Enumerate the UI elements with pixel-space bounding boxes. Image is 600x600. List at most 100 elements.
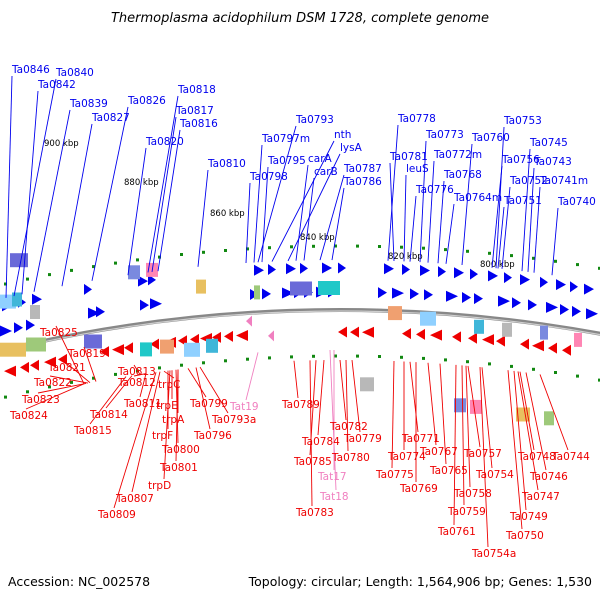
scale-tick <box>422 356 425 360</box>
forward-gene-label: Ta0751 <box>503 195 542 207</box>
scale-tick <box>180 363 183 367</box>
scale-tick <box>4 395 7 399</box>
reverse-leader-line <box>517 371 539 491</box>
forward-gene-arrow <box>528 299 537 311</box>
forward-gene-label: Ta0752 <box>509 175 548 187</box>
reverse-gene-label: Ta0785 <box>293 456 332 468</box>
forward-gene-arrow <box>282 287 294 299</box>
reverse-gene-label: Ta0789 <box>281 399 320 411</box>
forward-gene-arrow <box>462 292 471 304</box>
scale-tick <box>48 385 51 389</box>
reverse-leader-line <box>481 367 493 469</box>
scale-tick <box>202 250 205 254</box>
forward-gene-arrow <box>322 262 332 274</box>
forward-gene-label: Ta0768 <box>443 169 482 181</box>
reverse-gene-arrow <box>236 329 248 341</box>
scale-tick <box>246 247 249 251</box>
forward-gene-arrow <box>572 305 581 317</box>
forward-leader-line <box>287 153 341 262</box>
reverse-gene-arrow <box>482 334 494 346</box>
scale-tick <box>598 378 600 382</box>
forward-gene-label: Ta0753 <box>503 115 542 127</box>
reverse-gene-label: Ta0799 <box>189 398 228 410</box>
forward-gene-arrow <box>254 264 264 276</box>
forward-gene-arrow <box>498 295 510 307</box>
scale-tick <box>4 282 7 286</box>
reverse-leader-line <box>163 370 175 379</box>
forward-gene-arrow <box>488 270 498 282</box>
scale-tick <box>158 255 161 259</box>
forward-leader-line <box>257 125 297 263</box>
forward-leader-line <box>147 95 179 273</box>
forward-leader-line <box>253 144 263 263</box>
forward-gene-arrow <box>26 319 35 331</box>
scale-tick <box>312 244 315 248</box>
reverse-gene-arrow <box>124 342 133 354</box>
forward-gene-arrow <box>0 325 12 337</box>
forward-gene-label: lysA <box>340 142 363 154</box>
forward-leader-line <box>527 167 535 272</box>
forward-leader-line <box>197 169 209 267</box>
gene-content-block <box>574 332 582 347</box>
gene-content-block <box>502 322 512 337</box>
reverse-gene-arrow <box>190 333 199 345</box>
reverse-gene-arrow <box>338 326 347 338</box>
scale-tick <box>554 371 557 374</box>
kbp-label: 900 kbp <box>44 139 79 149</box>
reverse-gene-label: Ta0783 <box>295 507 334 519</box>
forward-gene-arrow <box>410 288 419 300</box>
reverse-leader-line <box>519 371 535 451</box>
rna-gene-arrow <box>268 330 274 342</box>
forward-leader-line <box>501 186 511 269</box>
reverse-gene-label: Ta0746 <box>529 471 568 483</box>
genome-summary-text: Topology: circular; Length: 1,564,906 bp… <box>248 574 592 589</box>
scale-tick <box>334 244 337 248</box>
reverse-gene-arrow <box>224 330 233 342</box>
scale-tick <box>70 380 73 384</box>
forward-gene-label: carB <box>314 166 338 178</box>
forward-leader-line <box>331 187 345 261</box>
reverse-gene-arrow <box>30 359 39 371</box>
reverse-leader-line <box>391 361 395 469</box>
scale-tick <box>224 359 227 363</box>
forward-gene-label: Ta0778 <box>397 113 436 125</box>
reverse-leader-line <box>131 371 161 493</box>
gene-content-block <box>516 407 530 422</box>
forward-leader-line <box>419 140 427 263</box>
reverse-gene-label: Ta0780 <box>331 452 370 464</box>
forward-leader-line <box>445 203 455 264</box>
forward-gene-arrow <box>392 287 404 299</box>
forward-leader-line <box>387 124 399 261</box>
forward-gene-label: Ta0798 <box>249 171 288 183</box>
map-title: Thermoplasma acidophilum DSM 1728, compl… <box>111 11 489 26</box>
forward-gene-label: Ta0781 <box>389 151 428 163</box>
forward-gene-label: Ta0795 <box>267 155 306 167</box>
scale-tick <box>114 261 117 265</box>
forward-gene-arrow <box>540 276 548 288</box>
forward-gene-arrow <box>268 264 276 276</box>
reverse-leader-line <box>187 368 207 398</box>
reverse-gene-arrow <box>548 342 557 354</box>
reverse-leader-line <box>49 375 89 384</box>
reverse-leader-line <box>199 366 229 414</box>
reverse-gene-arrow <box>44 356 56 368</box>
reverse-leader-line <box>339 359 347 421</box>
forward-leader-line <box>409 195 417 262</box>
gene-content-block <box>140 342 152 357</box>
reverse-leader-line <box>461 365 465 506</box>
gene-content-block <box>360 377 374 392</box>
reverse-gene-label: Ta0767 <box>419 446 458 458</box>
reverse-leader-line <box>453 364 457 526</box>
gene-content-block <box>470 399 482 414</box>
forward-leader-line <box>245 182 251 263</box>
scale-tick <box>422 246 425 250</box>
label-leader-lines <box>5 75 569 548</box>
kbp-label: 820 kbp <box>388 252 423 262</box>
reverse-leader-line <box>133 373 147 377</box>
scale-tick <box>378 245 381 248</box>
scale-tick <box>70 268 73 272</box>
reverse-gene-label: Ta0824 <box>9 410 48 422</box>
reverse-gene-label: Ta0750 <box>505 530 544 542</box>
